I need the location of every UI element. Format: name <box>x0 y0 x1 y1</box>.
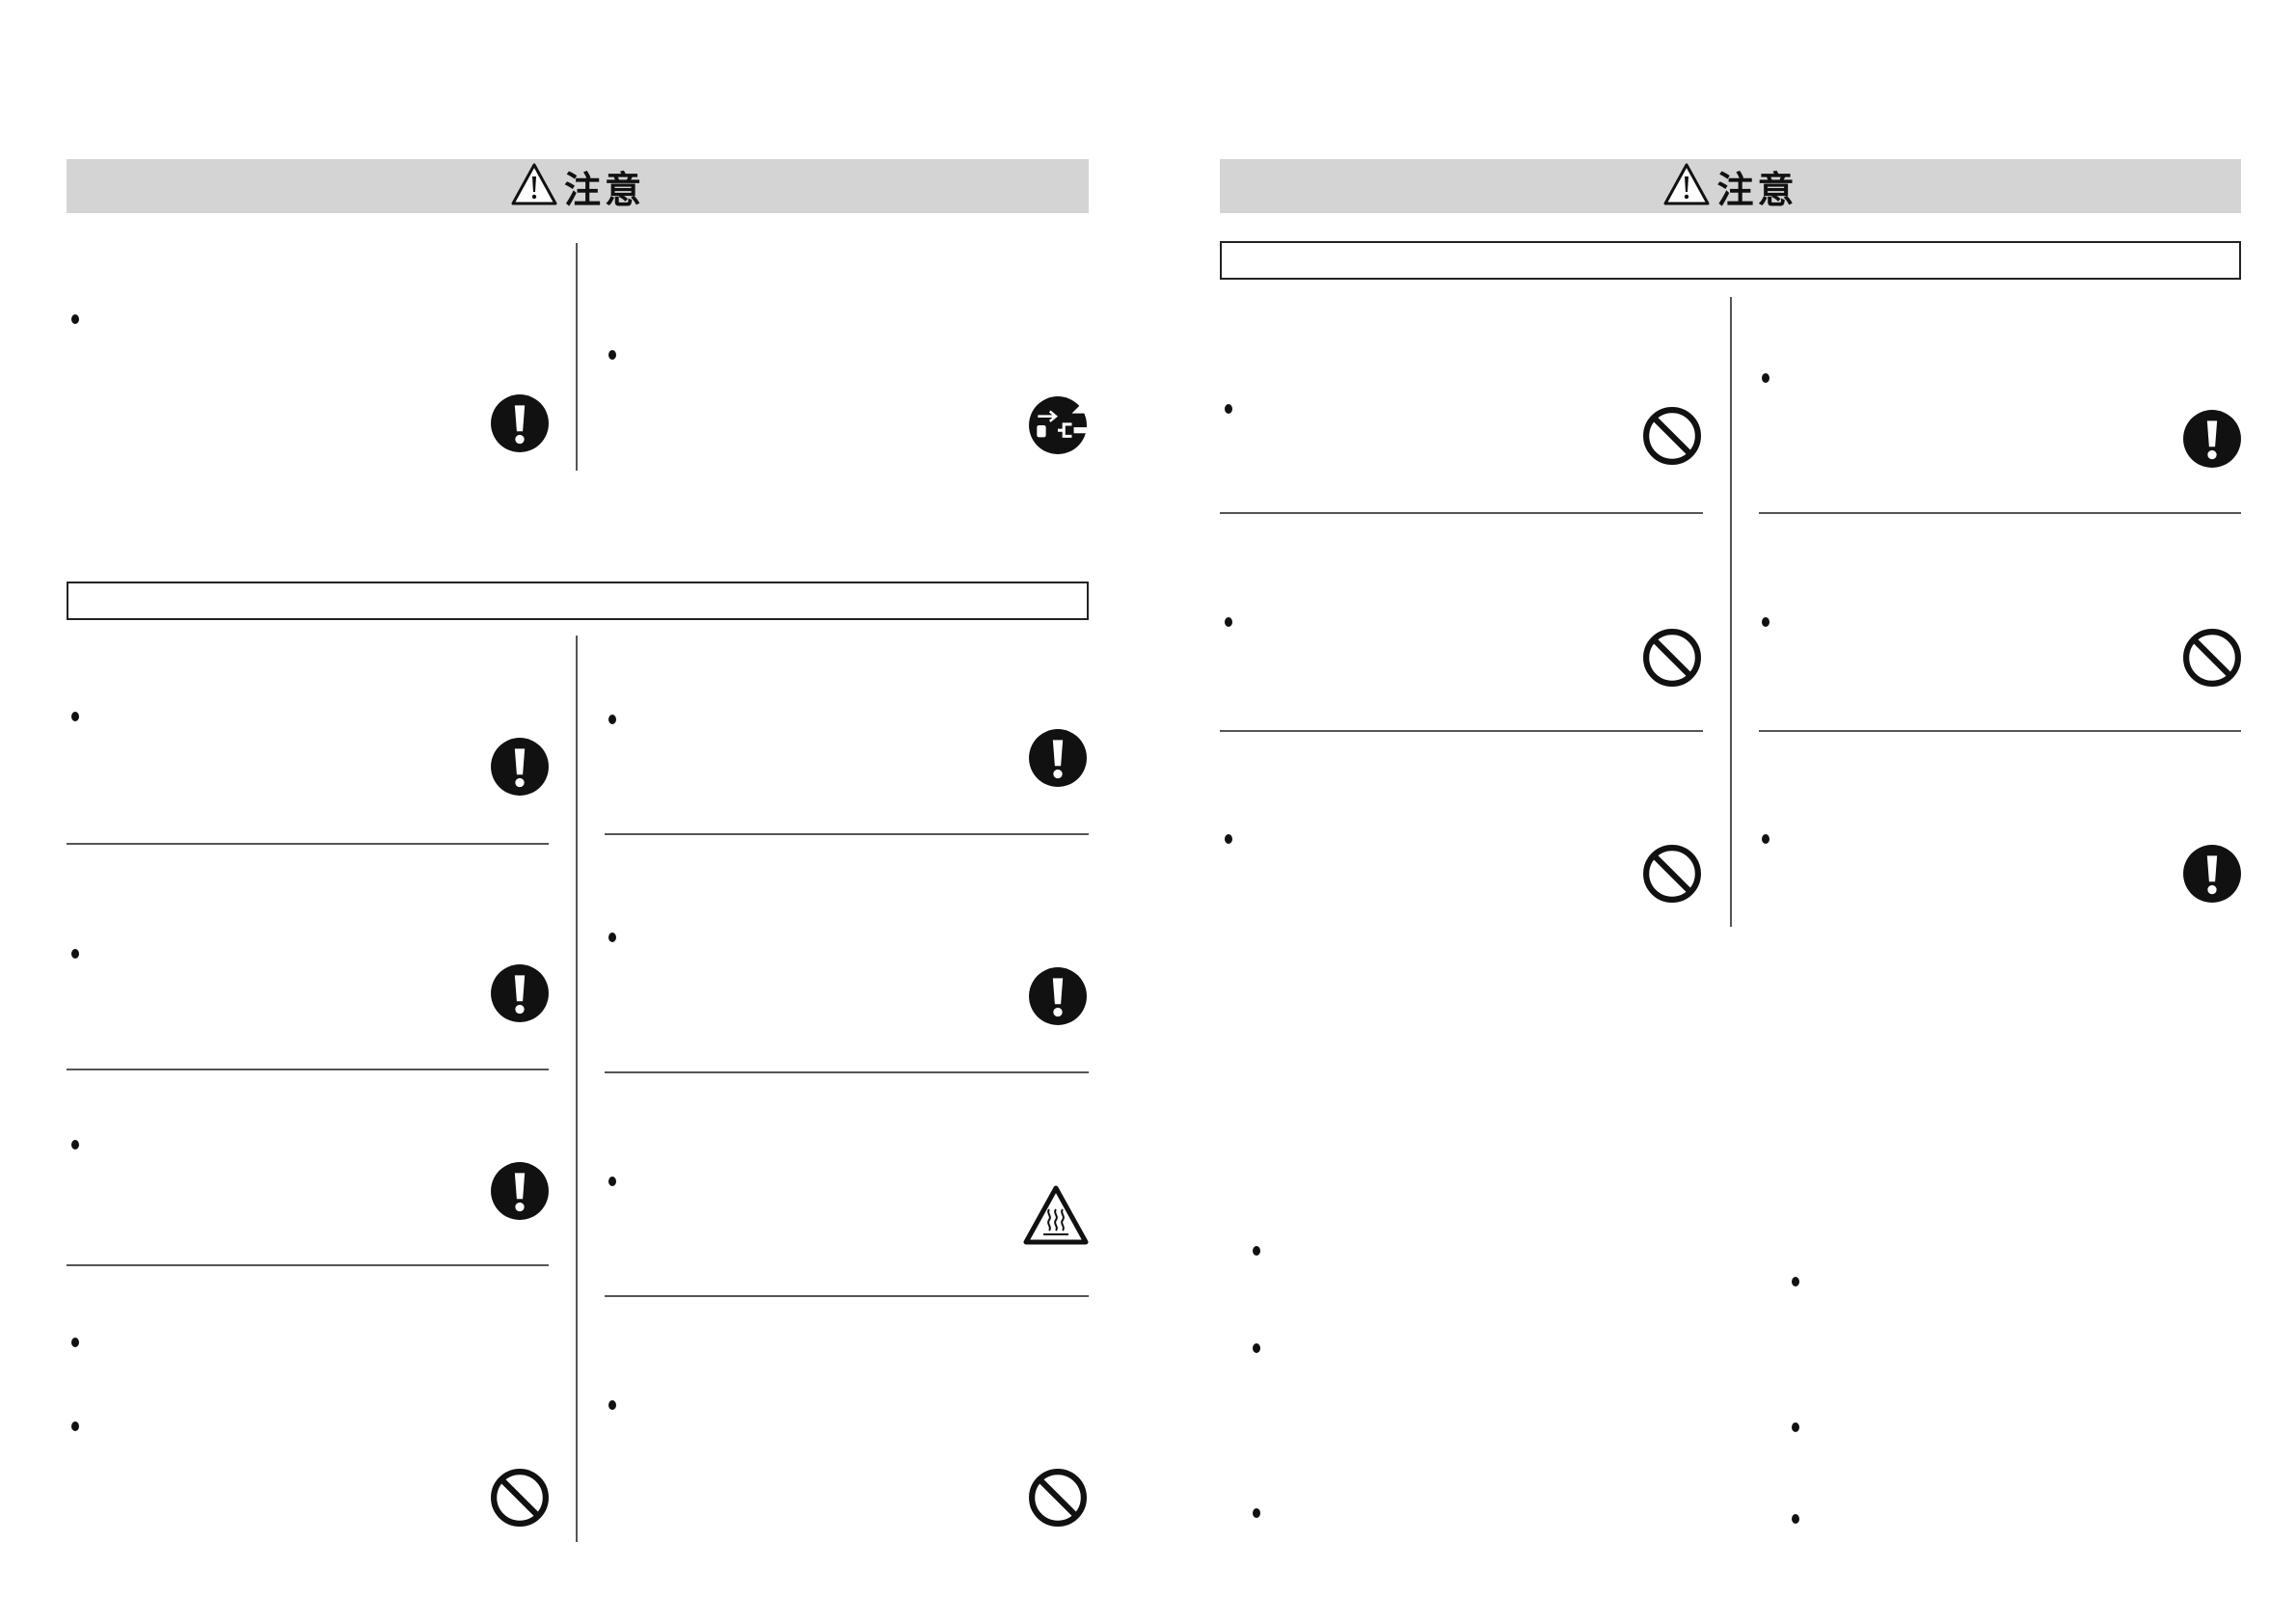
exclamation-circle-icon <box>2182 844 2242 904</box>
unplug-power-icon <box>1028 395 1088 455</box>
item-separator <box>605 1071 1089 1073</box>
bullet <box>1792 1514 1799 1524</box>
item-separator <box>605 1295 1089 1297</box>
prohibition-circle-icon <box>2182 628 2242 688</box>
hot-surface-warning-icon <box>1022 1184 1090 1246</box>
item-separator <box>1759 512 2241 514</box>
bullet <box>1792 1422 1799 1432</box>
exclamation-circle-icon <box>490 1161 550 1221</box>
section-header-box <box>1220 241 2241 280</box>
bullet <box>1225 617 1232 627</box>
caution-title: 注意 <box>1716 168 1798 211</box>
bullet <box>71 1421 79 1431</box>
bullet <box>1762 617 1769 627</box>
exclamation-circle-icon <box>2182 409 2242 469</box>
exclamation-circle-icon <box>490 393 550 453</box>
prohibition-circle-icon <box>1642 844 1702 904</box>
bullet <box>71 949 79 959</box>
prohibition-circle-icon <box>1642 406 1702 466</box>
bullet <box>71 1140 79 1150</box>
prohibition-circle-icon <box>1642 628 1702 688</box>
bullet <box>608 1177 616 1186</box>
bullet <box>1253 1508 1260 1518</box>
bullet <box>1253 1343 1260 1353</box>
item-separator <box>1220 512 1703 514</box>
caution-banner: 注意 <box>1220 159 2241 213</box>
item-separator <box>1759 730 2241 732</box>
bullet <box>1225 404 1232 414</box>
warning-triangle-icon <box>510 162 558 210</box>
bullet <box>1792 1277 1799 1286</box>
bullet <box>71 712 79 721</box>
item-separator <box>67 843 549 845</box>
bullet <box>71 1338 79 1347</box>
bullet <box>608 350 616 360</box>
bullet <box>1253 1246 1260 1256</box>
bullet <box>1225 834 1232 844</box>
prohibition-circle-icon <box>490 1468 550 1528</box>
bullet <box>608 1400 616 1410</box>
caution-banner: 注意 <box>67 159 1089 213</box>
column-divider <box>576 243 578 471</box>
item-separator <box>605 833 1089 835</box>
bullet <box>608 715 616 724</box>
prohibition-circle-icon <box>1028 1468 1088 1528</box>
caution-title: 注意 <box>563 168 645 211</box>
exclamation-circle-icon <box>490 963 550 1023</box>
column-divider <box>1730 297 1732 927</box>
section-header-box <box>67 582 1089 620</box>
warning-triangle-icon <box>1662 162 1711 210</box>
bullet <box>71 314 79 324</box>
exclamation-circle-icon <box>490 737 550 797</box>
item-separator <box>1220 730 1703 732</box>
bullet <box>1762 834 1769 844</box>
bullet <box>608 933 616 942</box>
item-separator <box>67 1069 549 1070</box>
exclamation-circle-icon <box>1028 966 1088 1026</box>
item-separator <box>67 1264 549 1266</box>
column-divider <box>576 636 578 1542</box>
bullet <box>1762 373 1769 383</box>
exclamation-circle-icon <box>1028 728 1088 788</box>
